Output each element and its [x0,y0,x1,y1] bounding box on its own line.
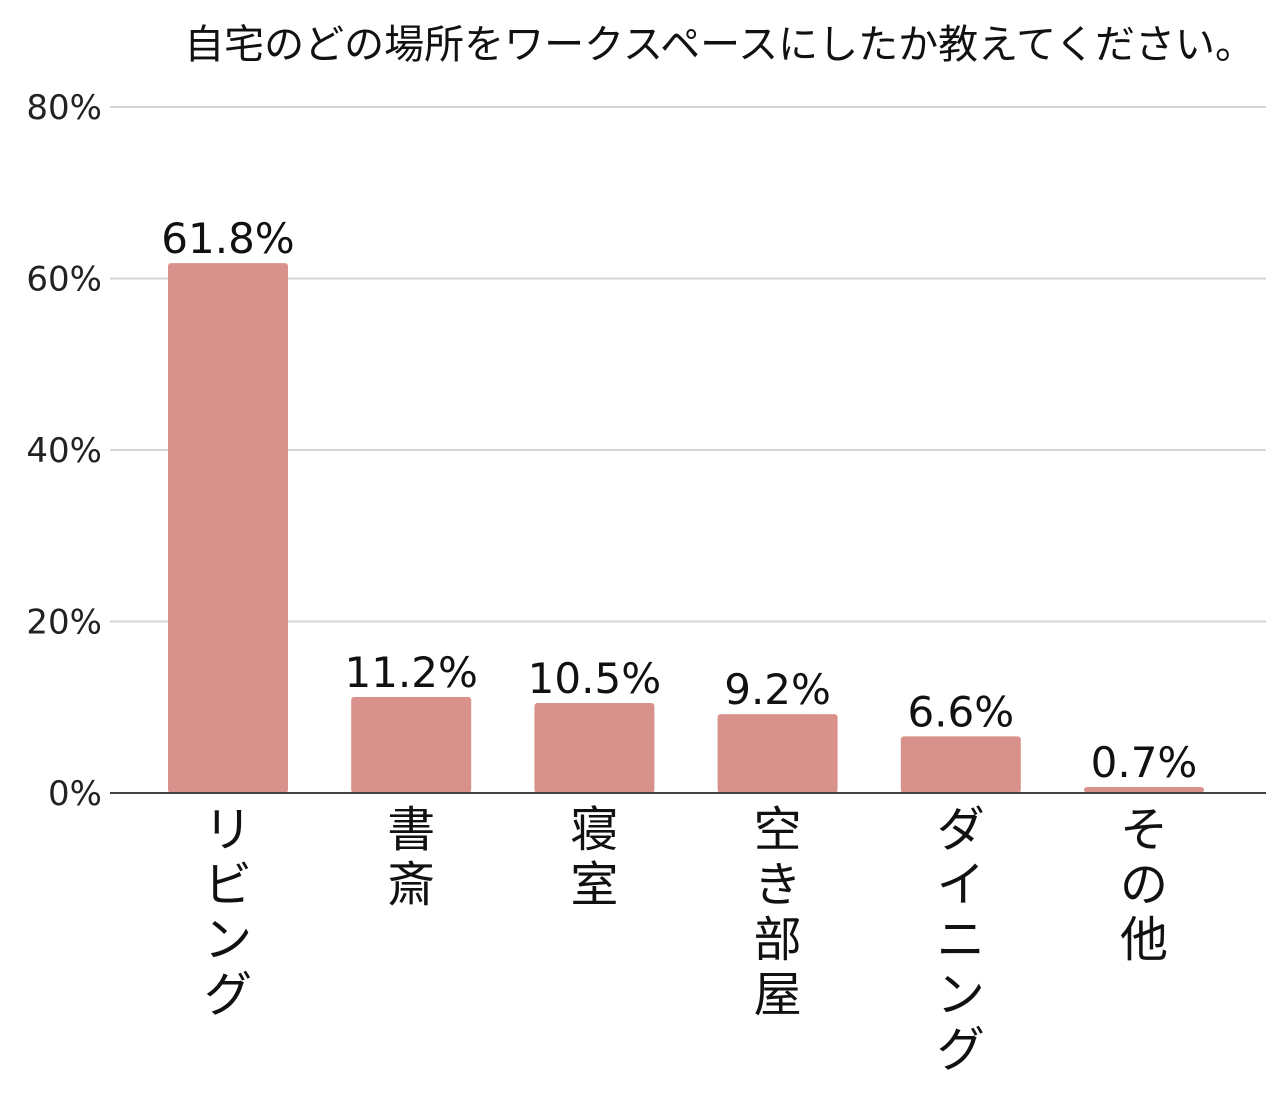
x-category-label: ダイニング [937,802,985,1078]
bar [534,702,655,793]
bar [900,736,1021,793]
bar [1084,786,1204,793]
y-tick-label: 0% [48,774,102,814]
y-axis-ticks: 0% 20% 40% 60% 80% [26,88,102,814]
x-category-label: リビング [204,802,252,1023]
data-label: 0.7% [1091,738,1198,787]
data-label: 11.2% [344,648,477,697]
bar [717,714,838,793]
x-category-label: 寝室 [570,802,618,913]
data-labels: 61.8% 11.2% 10.5% 9.2% 6.6% 0.7% [161,214,1197,787]
y-tick-label: 40% [26,431,102,471]
y-tick-label: 60% [26,260,102,300]
x-axis-categories: リビング 書斎 寝室 空き部屋 ダイニング その他 [204,802,1168,1078]
chart-title: 自宅のどの場所をワークスペースにしたか教えてください。 [184,22,1255,68]
y-tick-label: 80% [26,88,102,128]
y-tick-label: 20% [26,603,102,643]
x-category-label: 書斎 [387,802,435,913]
data-label: 61.8% [161,214,294,263]
data-label: 10.5% [528,654,661,703]
gridlines [110,106,1266,623]
x-category-label: その他 [1120,802,1168,968]
bars [168,263,1204,793]
bar [168,263,288,793]
data-label: 6.6% [907,687,1014,736]
bar [351,696,472,793]
x-category-label: 空き部屋 [754,802,802,1023]
data-label: 9.2% [724,665,831,714]
